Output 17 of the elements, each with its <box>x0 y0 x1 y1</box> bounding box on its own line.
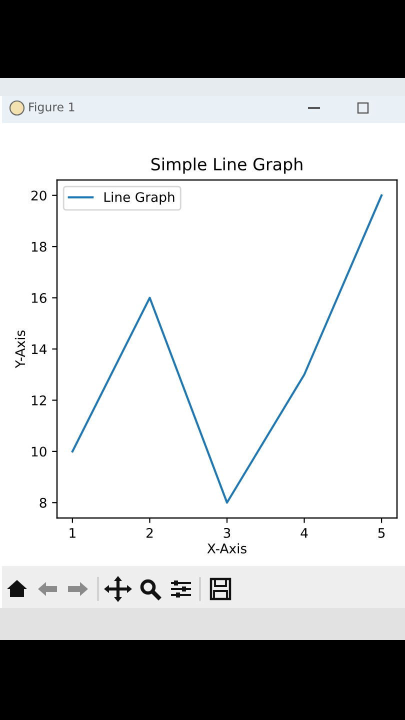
x-axis-title: X-Axis <box>207 543 246 554</box>
y-axis-title: Y-Axis <box>14 330 26 368</box>
caption: Figure 1 <box>29 102 74 114</box>
y-tick-label: 12 <box>32 395 46 406</box>
x-tick-label: 1 <box>70 528 76 538</box>
x-tick-label: 4 <box>300 528 308 538</box>
x-tick-label: 5 <box>378 528 385 538</box>
y-tick-label: 20 <box>31 190 46 201</box>
y-tick-label: 8 <box>40 498 46 508</box>
y-tick-label: 14 <box>32 344 47 354</box>
y-tick-label: 10 <box>32 446 46 457</box>
x-tick-label: 3 <box>224 528 230 538</box>
chart-title: Simple Line Graph <box>151 158 302 174</box>
legend-label: Line Graph <box>104 192 174 205</box>
x-tick-label: 2 <box>146 528 153 538</box>
y-tick-label: 18 <box>32 242 46 252</box>
y-tick-label: 16 <box>32 293 46 303</box>
